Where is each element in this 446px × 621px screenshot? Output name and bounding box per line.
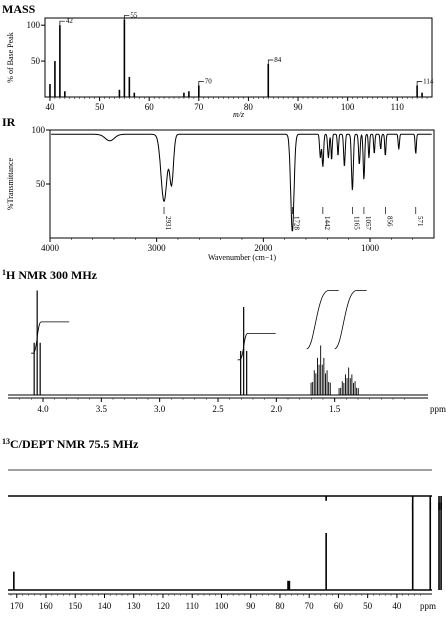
mass-peak-label: 114 bbox=[423, 78, 434, 86]
mass-x-tick-label: 70 bbox=[194, 102, 204, 112]
h-nmr-x-tick-label: 2.5 bbox=[212, 404, 224, 414]
c13-x-tick-label: 40 bbox=[392, 601, 402, 611]
c-nmr-title: 13C/DEPT NMR 75.5 MHz bbox=[2, 437, 139, 451]
c13-x-tick-label: 160 bbox=[39, 601, 53, 611]
mass-peak-label-leader bbox=[124, 15, 130, 20]
ir-band-label: 571 bbox=[416, 216, 424, 227]
mass-peak-label: 55 bbox=[130, 11, 138, 19]
mass-peak-label-leader bbox=[416, 81, 423, 86]
h-nmr-integral bbox=[31, 321, 70, 354]
ir-band-label: 2931 bbox=[164, 216, 172, 231]
ir-x-tick-label: 2000 bbox=[254, 243, 273, 253]
c13-x-tick-label: 120 bbox=[156, 601, 170, 611]
h-nmr-title: 1H NMR 300 MHz bbox=[2, 268, 98, 282]
mass-x-axis-label: m/z bbox=[233, 110, 245, 119]
ir-x-tick-label: 1000 bbox=[361, 243, 380, 253]
h-nmr-x-tick-label: 1.5 bbox=[329, 404, 341, 414]
mass-x-tick-label: 60 bbox=[145, 102, 155, 112]
c13-x-tick-label: 130 bbox=[127, 601, 141, 611]
mass-x-tick-label: 80 bbox=[244, 102, 254, 112]
c13-x-tick-label: 90 bbox=[246, 601, 256, 611]
h-nmr-x-tick-label: 3.0 bbox=[154, 404, 166, 414]
c13-x-tick-label: 170 bbox=[10, 601, 24, 611]
ir-spectrum-trace bbox=[51, 133, 432, 232]
h-nmr-x-tick-label: 2.0 bbox=[271, 404, 283, 414]
c13-x-tick-label: 70 bbox=[305, 601, 315, 611]
ir-y-tick-label: 50 bbox=[36, 179, 46, 189]
mass-peak-label: 70 bbox=[205, 78, 213, 86]
c13-x-tick-label: 150 bbox=[69, 601, 83, 611]
ir-band-label: 1057 bbox=[364, 216, 372, 231]
ir-band-label: 1728 bbox=[292, 216, 300, 231]
mass-peak-label: 42 bbox=[66, 17, 74, 25]
c13-x-tick-label: 60 bbox=[334, 601, 344, 611]
ir-band-label: 856 bbox=[385, 216, 393, 227]
mass-x-tick-label: 40 bbox=[45, 102, 55, 112]
ir-title: IR bbox=[2, 115, 16, 129]
mass-peak-label: 84 bbox=[274, 56, 282, 64]
ir-y-axis-label: %Transmittance bbox=[6, 157, 15, 210]
c13-x-tick-label: 80 bbox=[275, 601, 285, 611]
mass-frame bbox=[44, 17, 433, 98]
ir-x-axis-label: Wavenumber (cm−1) bbox=[208, 253, 276, 262]
mass-y-tick-label: 100 bbox=[27, 20, 41, 30]
mass-title: MASS bbox=[2, 2, 36, 16]
h-nmr-integral bbox=[334, 290, 367, 350]
c13-x-tick-label: 50 bbox=[363, 601, 373, 611]
c13-x-tick-label: 140 bbox=[98, 601, 112, 611]
ir-frame bbox=[49, 129, 435, 239]
mass-x-tick-label: 90 bbox=[294, 102, 304, 112]
c13-x-tick-label: 100 bbox=[215, 601, 229, 611]
h-nmr-x-tick-label: 3.5 bbox=[96, 404, 108, 414]
mass-x-tick-label: 50 bbox=[95, 102, 105, 112]
c13-x-tick-label: 110 bbox=[186, 601, 200, 611]
mass-x-tick-label: 100 bbox=[341, 102, 355, 112]
ir-x-tick-label: 4000 bbox=[41, 243, 60, 253]
mass-y-tick-label: 50 bbox=[31, 56, 41, 66]
mass-x-tick-label: 110 bbox=[391, 102, 405, 112]
ir-x-tick-label: 3000 bbox=[148, 243, 167, 253]
mass-peak-label-leader bbox=[59, 20, 65, 26]
ir-band-label: 1165 bbox=[352, 216, 360, 230]
c13-x-axis-label: ppm bbox=[420, 601, 436, 611]
h-nmr-integral bbox=[306, 290, 339, 350]
h-nmr-integral bbox=[237, 333, 276, 361]
ir-y-tick-label: 100 bbox=[32, 125, 46, 135]
mass-y-axis-label: % of Base Peak bbox=[6, 32, 15, 82]
ir-band-label: 1442 bbox=[323, 216, 331, 231]
h-nmr-x-axis-label: ppm bbox=[430, 404, 446, 414]
mass-peak-label-leader bbox=[198, 81, 204, 86]
h-nmr-x-tick-label: 4.0 bbox=[37, 404, 49, 414]
mass-peak-label-leader bbox=[267, 59, 274, 64]
